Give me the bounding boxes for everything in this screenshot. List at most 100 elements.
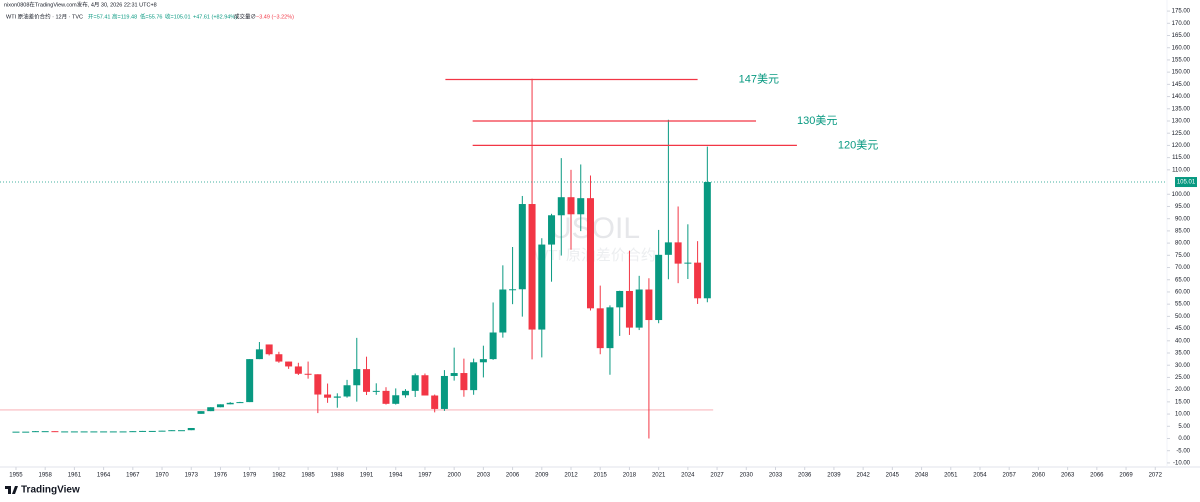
candle-body: [606, 307, 614, 349]
y-tick-label: 35.00: [1175, 351, 1191, 357]
candle-body: [236, 402, 244, 404]
y-tick-label: 80.00: [1175, 241, 1191, 247]
candle-body: [450, 373, 458, 376]
x-tick-label: 2063: [1061, 473, 1075, 479]
y-tick-label: 135.00: [1172, 106, 1191, 112]
watermark-symbol: USOIL: [550, 212, 640, 245]
candle-body: [51, 431, 59, 433]
y-tick-label: 120.00: [1172, 143, 1191, 149]
candle-body: [548, 215, 556, 245]
y-tick-label: 125.00: [1172, 131, 1191, 137]
candle-body: [557, 197, 565, 216]
candle-body: [538, 244, 546, 330]
candle-body: [12, 431, 20, 433]
candle-body: [372, 390, 380, 392]
candle-body: [41, 431, 49, 433]
candle-body: [577, 198, 585, 215]
y-tick-label: 60.00: [1175, 290, 1191, 296]
y-tick-label: 140.00: [1172, 94, 1191, 100]
candle-body: [440, 375, 448, 409]
x-tick-label: 1985: [301, 473, 315, 479]
x-tick-label: 2069: [1119, 473, 1133, 479]
candle-body: [431, 395, 439, 409]
candle-body: [528, 204, 536, 330]
candle-body: [324, 394, 332, 398]
x-tick-label: 2006: [506, 473, 520, 479]
x-tick-label: 2060: [1032, 473, 1046, 479]
candle-body: [655, 254, 663, 321]
x-tick-label: 1955: [9, 473, 23, 479]
candle-body: [411, 375, 419, 391]
x-tick-label: 1958: [39, 473, 53, 479]
candle-body: [460, 373, 468, 391]
candle-body: [255, 349, 263, 360]
y-tick-label: 20.00: [1175, 387, 1191, 393]
x-tick-label: 1982: [272, 473, 286, 479]
annotation-label: 147美元: [739, 72, 779, 85]
candle-body: [294, 366, 302, 374]
x-tick-label: 2042: [856, 473, 870, 479]
x-tick-label: 2066: [1090, 473, 1104, 479]
y-tick-label: 5.00: [1178, 424, 1190, 430]
y-tick-label: 160.00: [1172, 45, 1191, 51]
x-tick-label: 2024: [681, 473, 695, 479]
logo: TradingView: [5, 485, 80, 496]
y-tick-label: 85.00: [1175, 228, 1191, 234]
x-tick-label: 2054: [973, 473, 987, 479]
x-tick-label: 2021: [652, 473, 666, 479]
y-tick-label: 0.00: [1178, 436, 1190, 442]
candle-body: [479, 359, 487, 363]
y-tick-label: 150.00: [1172, 70, 1191, 76]
x-tick-label: 2036: [798, 473, 812, 479]
candle-body: [304, 373, 312, 375]
ohlc-close: 收=105.01: [165, 12, 191, 20]
x-tick-label: 1997: [418, 473, 432, 479]
annotation-label: 120美元: [838, 138, 878, 151]
x-tick-label: 1979: [243, 473, 257, 479]
candle-body: [499, 289, 507, 333]
x-tick-label: 1976: [214, 473, 228, 479]
x-tick-label: 2051: [944, 473, 958, 479]
candle-body: [314, 374, 322, 395]
x-tick-label: 2072: [1149, 473, 1163, 479]
y-tick-label: 110.00: [1172, 167, 1191, 173]
candle-body: [158, 430, 166, 432]
candle-body: [509, 289, 517, 291]
y-tick-label: 155.00: [1172, 58, 1191, 64]
candle-body: [22, 431, 30, 433]
candle-body: [703, 182, 711, 299]
candle-body: [31, 431, 39, 433]
x-tick-label: 2033: [769, 473, 783, 479]
x-tick-label: 1967: [126, 473, 140, 479]
y-tick-label: 25.00: [1175, 375, 1191, 381]
y-tick-label: 100.00: [1172, 192, 1191, 198]
candle-body: [246, 359, 254, 403]
logo-text: TradingView: [21, 485, 80, 496]
candle-body: [187, 427, 195, 431]
y-tick-label: 75.00: [1175, 253, 1191, 259]
candle-body: [567, 197, 575, 215]
candle-body: [343, 385, 351, 397]
y-tick-label: 165.00: [1172, 33, 1191, 39]
ohlc-open: 开=57.41: [88, 13, 110, 20]
y-tick-label: 70.00: [1175, 265, 1191, 271]
y-tick-label: 40.00: [1175, 338, 1191, 344]
candle-body: [129, 431, 137, 433]
x-tick-label: 2057: [1003, 473, 1017, 479]
x-tick-label: 2003: [477, 473, 491, 479]
x-tick-label: 2009: [535, 473, 549, 479]
ohlc-high: 高=119.48: [112, 12, 137, 20]
annotation-label: 130美元: [797, 114, 837, 127]
candle-body: [684, 262, 692, 264]
x-tick-label: 1994: [389, 473, 403, 479]
y-tick-label: -10.00: [1173, 460, 1191, 466]
candle-body: [586, 198, 594, 309]
y-tick-label: 10.00: [1175, 412, 1191, 418]
candle-body: [421, 375, 429, 396]
candle-body: [197, 411, 205, 414]
candle-body: [70, 431, 78, 433]
x-tick-label: 2048: [915, 473, 929, 479]
x-tick-label: 2030: [740, 473, 754, 479]
x-tick-label: 2018: [623, 473, 637, 479]
